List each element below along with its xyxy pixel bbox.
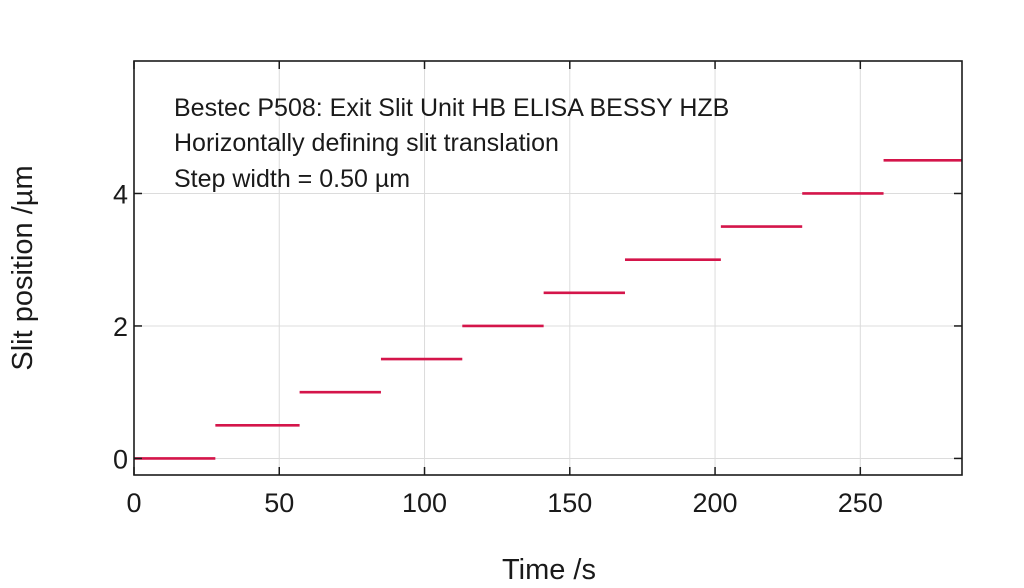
x-tick-label: 0 <box>126 488 141 518</box>
x-axis-title: Time /s <box>502 554 596 586</box>
x-tick-label: 250 <box>838 488 883 518</box>
annotation-line-3: Step width = 0.50 µm <box>174 165 410 193</box>
axes-ticks: 0 50 100 150 200 250 0 2 4 <box>113 61 962 518</box>
x-tick-label: 100 <box>402 488 447 518</box>
plot-area <box>134 159 962 460</box>
annotation-block: Bestec P508: Exit Slit Unit HB ELISA BES… <box>174 94 729 193</box>
x-tick-label: 50 <box>264 488 294 518</box>
annotation-line-1: Bestec P508: Exit Slit Unit HB ELISA BES… <box>174 94 729 122</box>
grid <box>133 61 962 475</box>
y-tick-label: 4 <box>113 179 128 209</box>
x-tick-label: 200 <box>693 488 738 518</box>
y-tick-label: 2 <box>113 312 128 342</box>
y-tick-label: 0 <box>113 444 128 474</box>
y-axis-title: Slit position /µm <box>7 165 39 370</box>
x-tick-label: 150 <box>547 488 592 518</box>
plot-frame <box>133 60 963 476</box>
annotation-line-2: Horizontally defining slit translation <box>174 129 559 157</box>
